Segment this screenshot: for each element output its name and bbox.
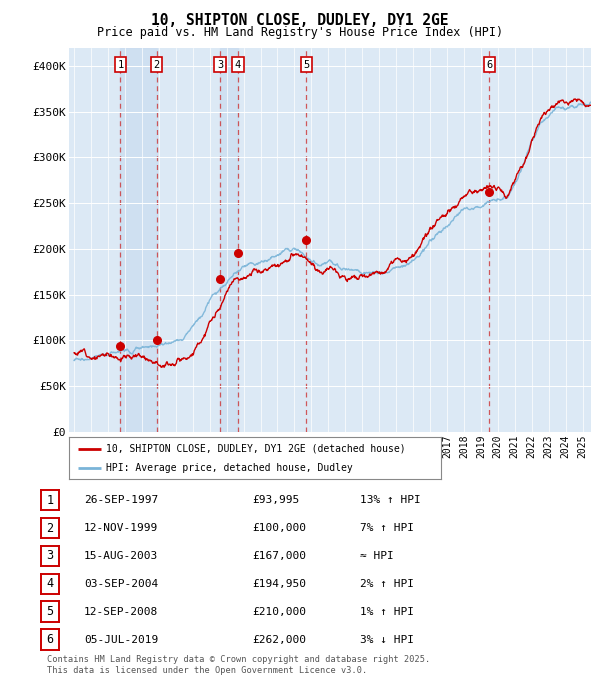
- Text: 10, SHIPTON CLOSE, DUDLEY, DY1 2GE: 10, SHIPTON CLOSE, DUDLEY, DY1 2GE: [151, 13, 449, 28]
- Text: 5: 5: [46, 605, 53, 618]
- Text: 3% ↓ HPI: 3% ↓ HPI: [360, 634, 414, 645]
- Text: 13% ↑ HPI: 13% ↑ HPI: [360, 495, 421, 505]
- Text: 10, SHIPTON CLOSE, DUDLEY, DY1 2GE (detached house): 10, SHIPTON CLOSE, DUDLEY, DY1 2GE (deta…: [106, 443, 406, 454]
- Text: 15-AUG-2003: 15-AUG-2003: [84, 551, 158, 561]
- Text: 6: 6: [46, 633, 53, 646]
- Text: 7% ↑ HPI: 7% ↑ HPI: [360, 523, 414, 533]
- Text: 1% ↑ HPI: 1% ↑ HPI: [360, 607, 414, 617]
- Text: 05-JUL-2019: 05-JUL-2019: [84, 634, 158, 645]
- Bar: [121, 48, 157, 432]
- Text: 1: 1: [117, 60, 124, 70]
- Text: HPI: Average price, detached house, Dudley: HPI: Average price, detached house, Dudl…: [106, 463, 353, 473]
- Text: 3: 3: [46, 549, 53, 562]
- Text: 4: 4: [46, 577, 53, 590]
- Text: 1: 1: [46, 494, 53, 507]
- Text: £167,000: £167,000: [252, 551, 306, 561]
- Text: 2% ↑ HPI: 2% ↑ HPI: [360, 579, 414, 589]
- Bar: [220, 48, 238, 432]
- Text: £100,000: £100,000: [252, 523, 306, 533]
- Text: 4: 4: [235, 60, 241, 70]
- Text: 3: 3: [217, 60, 223, 70]
- Text: £194,950: £194,950: [252, 579, 306, 589]
- Text: 03-SEP-2004: 03-SEP-2004: [84, 579, 158, 589]
- Text: £262,000: £262,000: [252, 634, 306, 645]
- Text: 5: 5: [303, 60, 310, 70]
- Text: Contains HM Land Registry data © Crown copyright and database right 2025.
This d: Contains HM Land Registry data © Crown c…: [47, 655, 430, 675]
- Text: £93,995: £93,995: [252, 495, 299, 505]
- Text: Price paid vs. HM Land Registry's House Price Index (HPI): Price paid vs. HM Land Registry's House …: [97, 26, 503, 39]
- Text: 6: 6: [487, 60, 493, 70]
- Text: 26-SEP-1997: 26-SEP-1997: [84, 495, 158, 505]
- Text: 2: 2: [154, 60, 160, 70]
- Text: 2: 2: [46, 522, 53, 534]
- Text: 12-SEP-2008: 12-SEP-2008: [84, 607, 158, 617]
- Text: £210,000: £210,000: [252, 607, 306, 617]
- Text: 12-NOV-1999: 12-NOV-1999: [84, 523, 158, 533]
- Text: ≈ HPI: ≈ HPI: [360, 551, 394, 561]
